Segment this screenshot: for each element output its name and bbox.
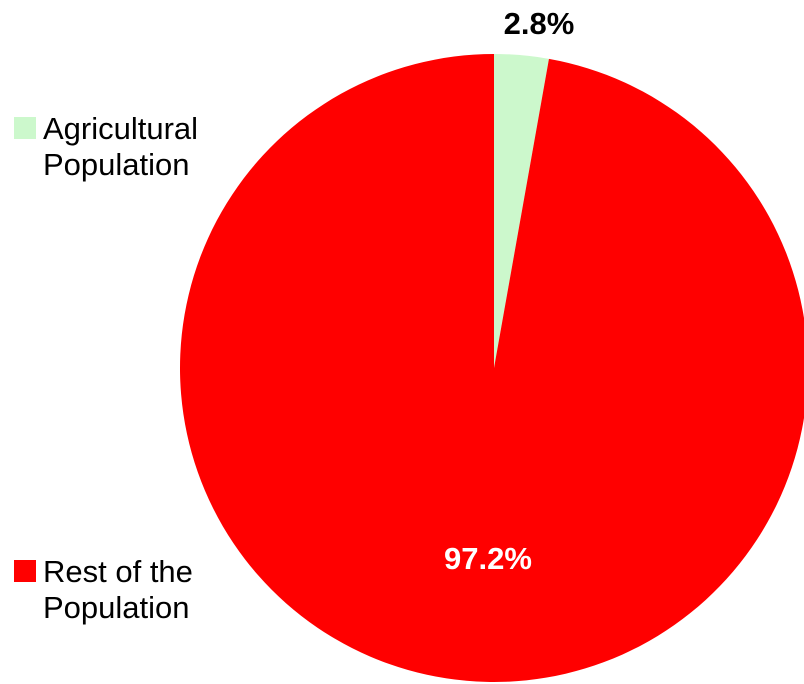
legend-label-rest-line2: Population: [43, 590, 190, 625]
pie-slice-rest-of-population: [180, 54, 804, 682]
data-label-rest-of-population: 97.2%: [444, 541, 532, 576]
legend-label-agricultural-line2: Population: [43, 147, 190, 182]
pie-slice-agricultural-population: [494, 54, 549, 368]
legend-label-agricultural-line1: Agricultural: [43, 111, 199, 146]
legend-item-rest-of-population: Rest of the Population: [14, 554, 193, 626]
legend-swatch-agricultural-population: [14, 117, 36, 139]
legend-swatch-rest-of-population: [14, 560, 36, 582]
legend-item-agricultural-population: Agricultural Population: [14, 111, 198, 183]
data-label-agricultural-population: 2.8%: [504, 6, 575, 41]
legend-label-rest-line1: Rest of the: [43, 554, 193, 589]
